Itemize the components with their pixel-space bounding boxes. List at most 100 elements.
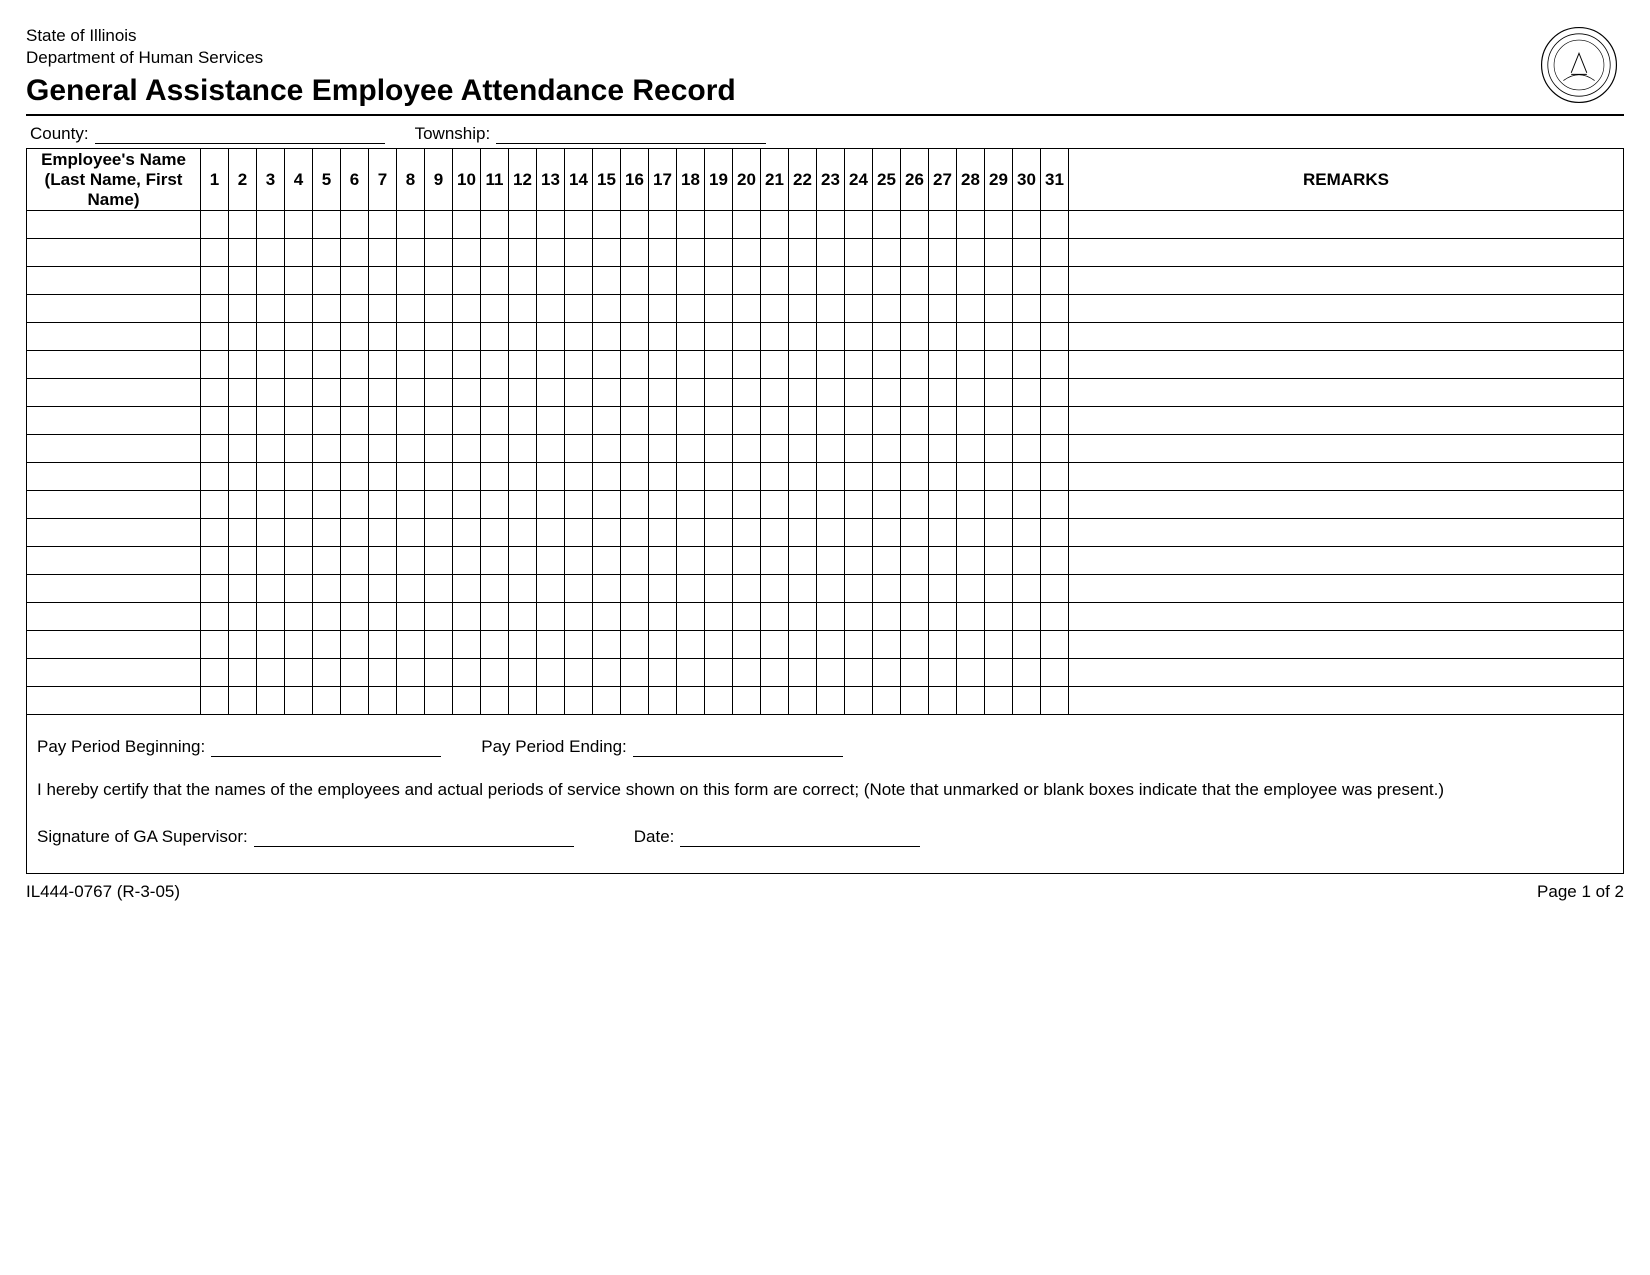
cell-day[interactable] bbox=[873, 211, 901, 239]
cell-day[interactable] bbox=[789, 575, 817, 603]
cell-day[interactable] bbox=[397, 631, 425, 659]
cell-day[interactable] bbox=[789, 295, 817, 323]
cell-day[interactable] bbox=[453, 379, 481, 407]
cell-day[interactable] bbox=[397, 575, 425, 603]
cell-day[interactable] bbox=[285, 603, 313, 631]
cell-day[interactable] bbox=[817, 435, 845, 463]
cell-day[interactable] bbox=[509, 575, 537, 603]
cell-day[interactable] bbox=[285, 211, 313, 239]
cell-day[interactable] bbox=[425, 547, 453, 575]
cell-day[interactable] bbox=[565, 323, 593, 351]
cell-day[interactable] bbox=[509, 659, 537, 687]
cell-day[interactable] bbox=[537, 547, 565, 575]
cell-day[interactable] bbox=[565, 351, 593, 379]
cell-day[interactable] bbox=[677, 631, 705, 659]
pay-begin-field[interactable]: Pay Period Beginning: bbox=[37, 737, 441, 757]
cell-day[interactable] bbox=[1013, 463, 1041, 491]
cell-day[interactable] bbox=[509, 463, 537, 491]
cell-day[interactable] bbox=[901, 603, 929, 631]
cell-day[interactable] bbox=[593, 295, 621, 323]
cell-day[interactable] bbox=[761, 659, 789, 687]
cell-day[interactable] bbox=[425, 519, 453, 547]
cell-day[interactable] bbox=[929, 519, 957, 547]
cell-day[interactable] bbox=[369, 239, 397, 267]
cell-day[interactable] bbox=[817, 547, 845, 575]
cell-day[interactable] bbox=[537, 407, 565, 435]
cell-day[interactable] bbox=[985, 575, 1013, 603]
cell-day[interactable] bbox=[761, 519, 789, 547]
cell-day[interactable] bbox=[873, 575, 901, 603]
cell-remarks[interactable] bbox=[1069, 575, 1624, 603]
cell-day[interactable] bbox=[873, 519, 901, 547]
cell-day[interactable] bbox=[481, 267, 509, 295]
cell-day[interactable] bbox=[1041, 491, 1069, 519]
date-field[interactable]: Date: bbox=[634, 827, 921, 847]
cell-day[interactable] bbox=[1041, 603, 1069, 631]
cell-day[interactable] bbox=[229, 631, 257, 659]
cell-day[interactable] bbox=[537, 435, 565, 463]
cell-day[interactable] bbox=[481, 631, 509, 659]
cell-day[interactable] bbox=[229, 491, 257, 519]
cell-day[interactable] bbox=[481, 295, 509, 323]
cell-day[interactable] bbox=[565, 211, 593, 239]
cell-day[interactable] bbox=[677, 687, 705, 715]
cell-day[interactable] bbox=[733, 659, 761, 687]
cell-day[interactable] bbox=[593, 379, 621, 407]
cell-day[interactable] bbox=[537, 491, 565, 519]
cell-day[interactable] bbox=[313, 239, 341, 267]
cell-remarks[interactable] bbox=[1069, 211, 1624, 239]
cell-day[interactable] bbox=[369, 603, 397, 631]
cell-day[interactable] bbox=[425, 295, 453, 323]
cell-day[interactable] bbox=[901, 323, 929, 351]
cell-day[interactable] bbox=[341, 351, 369, 379]
cell-day[interactable] bbox=[901, 295, 929, 323]
cell-day[interactable] bbox=[929, 631, 957, 659]
cell-day[interactable] bbox=[565, 575, 593, 603]
cell-name[interactable] bbox=[27, 407, 201, 435]
cell-day[interactable] bbox=[649, 631, 677, 659]
cell-day[interactable] bbox=[537, 687, 565, 715]
cell-day[interactable] bbox=[733, 687, 761, 715]
cell-day[interactable] bbox=[817, 463, 845, 491]
cell-day[interactable] bbox=[425, 379, 453, 407]
cell-day[interactable] bbox=[733, 351, 761, 379]
cell-day[interactable] bbox=[761, 379, 789, 407]
cell-day[interactable] bbox=[285, 435, 313, 463]
cell-day[interactable] bbox=[845, 631, 873, 659]
cell-day[interactable] bbox=[257, 295, 285, 323]
cell-day[interactable] bbox=[985, 631, 1013, 659]
cell-day[interactable] bbox=[901, 575, 929, 603]
cell-day[interactable] bbox=[201, 211, 229, 239]
cell-day[interactable] bbox=[621, 295, 649, 323]
cell-day[interactable] bbox=[985, 351, 1013, 379]
cell-day[interactable] bbox=[649, 267, 677, 295]
cell-day[interactable] bbox=[369, 631, 397, 659]
cell-day[interactable] bbox=[761, 435, 789, 463]
cell-day[interactable] bbox=[1013, 211, 1041, 239]
cell-day[interactable] bbox=[201, 351, 229, 379]
cell-day[interactable] bbox=[537, 211, 565, 239]
cell-day[interactable] bbox=[369, 575, 397, 603]
cell-day[interactable] bbox=[453, 575, 481, 603]
cell-day[interactable] bbox=[453, 435, 481, 463]
cell-day[interactable] bbox=[229, 379, 257, 407]
cell-remarks[interactable] bbox=[1069, 687, 1624, 715]
cell-day[interactable] bbox=[369, 211, 397, 239]
cell-day[interactable] bbox=[929, 463, 957, 491]
cell-day[interactable] bbox=[201, 323, 229, 351]
cell-day[interactable] bbox=[1041, 435, 1069, 463]
cell-day[interactable] bbox=[481, 407, 509, 435]
cell-day[interactable] bbox=[985, 519, 1013, 547]
cell-day[interactable] bbox=[341, 407, 369, 435]
cell-name[interactable] bbox=[27, 351, 201, 379]
cell-day[interactable] bbox=[929, 379, 957, 407]
cell-day[interactable] bbox=[985, 547, 1013, 575]
cell-day[interactable] bbox=[901, 211, 929, 239]
cell-day[interactable] bbox=[789, 379, 817, 407]
cell-day[interactable] bbox=[817, 687, 845, 715]
cell-day[interactable] bbox=[845, 491, 873, 519]
cell-day[interactable] bbox=[705, 603, 733, 631]
cell-day[interactable] bbox=[425, 631, 453, 659]
cell-name[interactable] bbox=[27, 603, 201, 631]
cell-day[interactable] bbox=[733, 547, 761, 575]
